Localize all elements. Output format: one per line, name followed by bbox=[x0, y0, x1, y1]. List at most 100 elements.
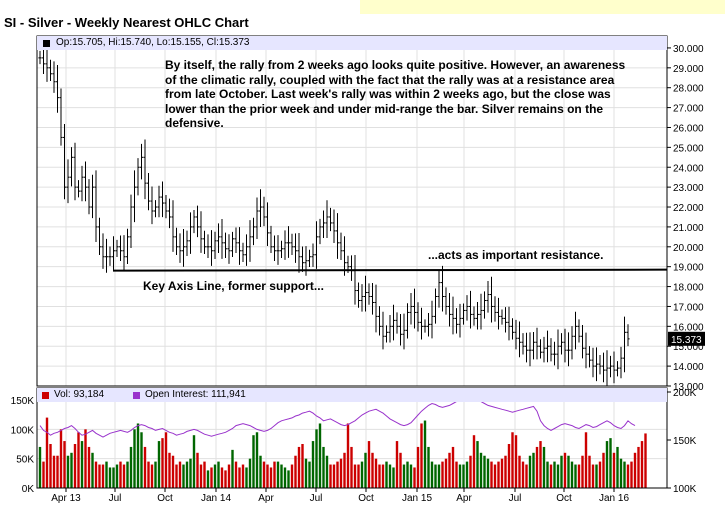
volume-bar bbox=[248, 458, 252, 488]
time-tick-label: Apr 13 bbox=[51, 493, 81, 504]
volume-bar bbox=[318, 423, 322, 488]
volume-bar bbox=[171, 455, 175, 488]
price-bar bbox=[335, 213, 340, 259]
price-tick-label: 27.000 bbox=[673, 104, 704, 115]
time-tick-label: Jan 15 bbox=[402, 493, 432, 504]
price-bar bbox=[591, 347, 595, 378]
volume-bar bbox=[633, 452, 637, 488]
price-bar bbox=[577, 319, 581, 343]
analysis-annotation: By itself, the rally from 2 weeks ago lo… bbox=[165, 58, 626, 130]
price-bar bbox=[129, 194, 133, 248]
volume-bar bbox=[539, 441, 542, 488]
volume-bar bbox=[595, 464, 598, 488]
volume-bar bbox=[147, 461, 150, 488]
price-bar bbox=[118, 235, 123, 261]
volume-bar bbox=[164, 432, 168, 488]
volume-bar bbox=[112, 467, 115, 488]
price-bar bbox=[559, 333, 564, 355]
volume-bar bbox=[56, 455, 59, 488]
price-tick-label: 16.000 bbox=[673, 322, 704, 333]
last-price-tag bbox=[668, 331, 705, 346]
volume-bar bbox=[185, 461, 189, 488]
price-bar bbox=[514, 319, 518, 350]
price-bar bbox=[265, 202, 270, 246]
price-bar bbox=[444, 287, 448, 315]
open-interest-legend: Open Interest: 111,941 bbox=[145, 389, 246, 400]
price-bar bbox=[237, 227, 242, 265]
price-gridlines bbox=[37, 47, 667, 387]
volume-bar bbox=[360, 461, 364, 488]
price-bar bbox=[132, 170, 137, 223]
volume-bar bbox=[42, 461, 45, 488]
price-bar bbox=[465, 295, 469, 321]
time-tick-label: Jan 16 bbox=[599, 493, 629, 504]
price-bar bbox=[332, 209, 336, 244]
volume-bar bbox=[94, 461, 98, 488]
price-tick-label: 17.000 bbox=[673, 302, 704, 313]
volume-bar bbox=[105, 461, 108, 488]
price-bar bbox=[283, 230, 287, 260]
volume-bar bbox=[294, 455, 297, 488]
price-bar bbox=[619, 346, 623, 379]
volume-bar bbox=[234, 461, 238, 488]
chart-title: SI - Silver - Weekly Nearest OHLC Chart bbox=[4, 15, 249, 30]
price-bar bbox=[454, 308, 459, 334]
price-bar bbox=[216, 223, 221, 253]
open-interest-tick-label: 150K bbox=[673, 436, 697, 447]
time-tick-label: Apr bbox=[456, 493, 472, 504]
last-price-label: 15.373 bbox=[671, 335, 702, 346]
volume-bar bbox=[521, 461, 525, 488]
price-bar bbox=[542, 336, 546, 363]
price-bar bbox=[566, 332, 571, 367]
volume-legend: Vol: 93,184 bbox=[54, 389, 105, 400]
time-tick-label: Jul bbox=[509, 493, 522, 504]
volume-bar bbox=[549, 464, 553, 488]
volume-bar bbox=[479, 452, 483, 488]
volume-bar bbox=[245, 467, 248, 488]
price-bar bbox=[38, 50, 42, 65]
price-bar bbox=[486, 281, 490, 313]
price-bar bbox=[360, 284, 364, 312]
volume-bar bbox=[427, 446, 430, 488]
volume-tick-label: 50K bbox=[16, 455, 34, 466]
price-bar bbox=[615, 361, 620, 377]
price-bar bbox=[612, 351, 616, 384]
price-bar bbox=[160, 181, 165, 218]
price-bar bbox=[598, 354, 602, 375]
volume-bar bbox=[206, 470, 210, 488]
volume-bar bbox=[178, 461, 182, 488]
volume-bar bbox=[66, 455, 70, 488]
price-bar bbox=[307, 249, 312, 267]
price-bar bbox=[430, 300, 434, 339]
price-bar bbox=[622, 316, 627, 373]
volume-bar bbox=[430, 461, 434, 488]
price-bar bbox=[311, 243, 315, 267]
price-bar bbox=[356, 282, 361, 308]
price-bar bbox=[545, 330, 550, 363]
volume-bar bbox=[45, 417, 49, 488]
volume-bar bbox=[448, 452, 451, 488]
volume-bar bbox=[458, 464, 462, 488]
volume-bars bbox=[38, 417, 647, 488]
volume-bar bbox=[616, 446, 619, 488]
price-bar bbox=[209, 230, 214, 266]
volume-bar bbox=[168, 452, 171, 488]
volume-bar bbox=[511, 432, 514, 488]
volume-bar bbox=[91, 452, 94, 488]
volume-bar bbox=[574, 464, 577, 488]
volume-bar bbox=[563, 452, 567, 488]
price-bar bbox=[94, 170, 98, 242]
price-bar bbox=[535, 327, 539, 360]
volume-bar bbox=[315, 429, 318, 488]
price-bar bbox=[230, 231, 235, 258]
volume-bar bbox=[486, 458, 490, 488]
volume-bar bbox=[77, 432, 80, 488]
volume-bar bbox=[269, 467, 273, 488]
price-tick-label: 18.000 bbox=[673, 283, 704, 294]
price-bar bbox=[73, 142, 77, 201]
volume-bar bbox=[241, 464, 245, 488]
price-bar bbox=[601, 352, 606, 383]
price-bar bbox=[451, 296, 455, 335]
volume-bar bbox=[336, 461, 339, 488]
price-bar bbox=[48, 59, 53, 82]
